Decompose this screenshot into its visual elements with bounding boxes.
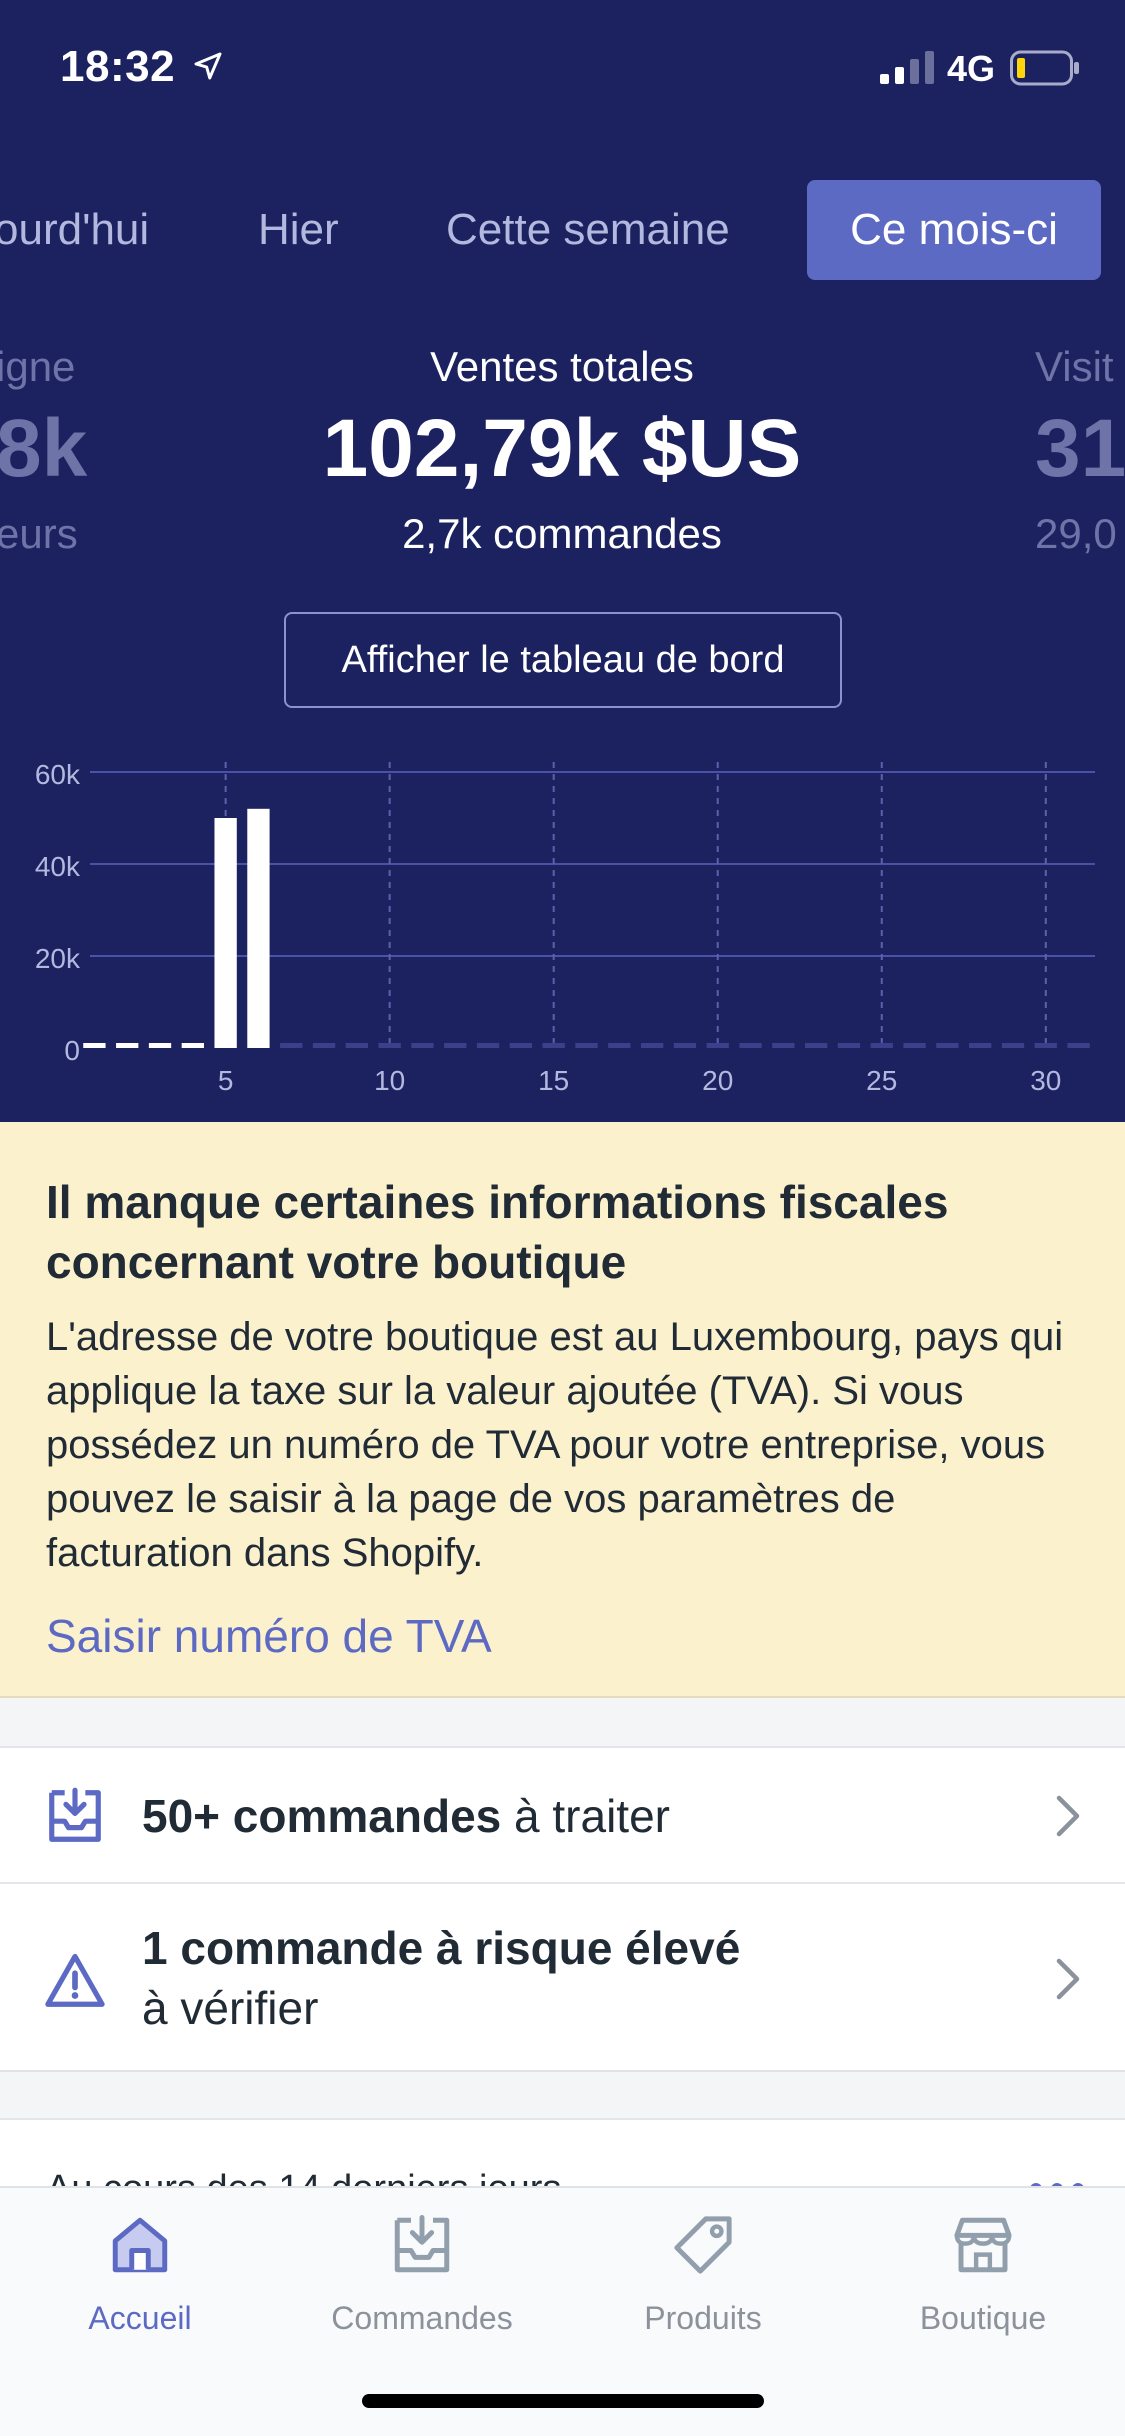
metric-label: igne bbox=[0, 343, 76, 390]
bar bbox=[706, 1043, 729, 1048]
bar bbox=[444, 1043, 467, 1048]
bar bbox=[181, 1043, 204, 1048]
network-type: 4G bbox=[947, 48, 996, 89]
bar bbox=[116, 1043, 139, 1048]
tasks-card: 50+ commandes à traiter 1 commande à ris… bbox=[0, 1746, 1125, 2072]
banner-body: L'adresse de votre boutique est au Luxem… bbox=[46, 1315, 1064, 1575]
bar bbox=[1034, 1043, 1057, 1048]
bar bbox=[837, 1043, 861, 1048]
task-row-orders-to-fulfill[interactable]: 50+ commandes à traiter bbox=[0, 1748, 1125, 1884]
tab-today[interactable]: ourd'hui bbox=[0, 205, 150, 254]
metric-subtext: eurs bbox=[0, 510, 78, 557]
task-label: 50+ commandes à traiter bbox=[142, 1790, 670, 1842]
metric-value: 31 bbox=[1035, 403, 1125, 494]
bar bbox=[608, 1043, 631, 1048]
chevron-right-icon bbox=[1056, 1795, 1080, 1837]
bar bbox=[739, 1043, 762, 1048]
warning-icon bbox=[45, 1953, 105, 2007]
tab-label: Accueil bbox=[88, 2300, 192, 2336]
bar bbox=[870, 1043, 893, 1048]
x-tick-label: 30 bbox=[1030, 1065, 1061, 1096]
tab-products[interactable]: Produits bbox=[563, 2212, 843, 2362]
bar bbox=[509, 1043, 533, 1048]
tab-label: Produits bbox=[644, 2300, 762, 2336]
orders-icon bbox=[394, 2215, 450, 2273]
x-tick-label: 15 bbox=[538, 1065, 569, 1096]
bar bbox=[476, 1043, 500, 1048]
bar bbox=[247, 808, 270, 1048]
y-tick-label: 20k bbox=[35, 943, 81, 974]
battery-icon bbox=[1010, 50, 1079, 86]
metric-subtext: 29,0 bbox=[1035, 510, 1117, 557]
cellular-signal-icon bbox=[880, 51, 934, 84]
x-tick-label: 25 bbox=[866, 1065, 897, 1096]
bar bbox=[1001, 1043, 1025, 1048]
home-icon bbox=[112, 2217, 168, 2273]
view-dashboard-button[interactable]: Afficher le tableau de bord bbox=[284, 612, 842, 708]
tab-this-month[interactable]: Ce mois-ci bbox=[807, 180, 1101, 280]
bar bbox=[411, 1043, 434, 1048]
inbox-download-icon bbox=[49, 1787, 101, 1842]
tab-this-week[interactable]: Cette semaine bbox=[446, 205, 730, 254]
tab-home[interactable]: Accueil bbox=[0, 2212, 280, 2362]
bar bbox=[1067, 1043, 1090, 1048]
x-tick-label: 5 bbox=[218, 1065, 234, 1096]
status-bar: 18:32 4G bbox=[0, 0, 1125, 140]
metric-subtext: 2,7k commandes bbox=[402, 510, 722, 557]
bar bbox=[148, 1043, 172, 1048]
bar bbox=[969, 1043, 992, 1048]
bar bbox=[542, 1043, 565, 1048]
task-label: 1 commande à risque élevé à vérifier bbox=[142, 1922, 741, 2034]
metric-card-left[interactable]: igne 8k eurs bbox=[0, 340, 87, 564]
task-row-high-risk-order[interactable]: 1 commande à risque élevé à vérifier bbox=[0, 1886, 1125, 2072]
bar bbox=[83, 1043, 106, 1048]
status-time: 18:32 bbox=[60, 42, 176, 91]
chevron-right-icon bbox=[1056, 1958, 1080, 2000]
tag-icon bbox=[674, 2216, 732, 2274]
x-tick-label: 20 bbox=[702, 1065, 733, 1096]
y-tick-label: 40k bbox=[35, 851, 81, 882]
sales-bar-chart: 0 20k 40k 60k 5 10 15 20 25 30 bbox=[35, 759, 1095, 1096]
bar bbox=[804, 1043, 828, 1048]
metric-card-visits[interactable]: Visit 31 29,0 bbox=[1035, 340, 1125, 564]
tab-store[interactable]: Boutique bbox=[843, 2212, 1123, 2362]
bar bbox=[936, 1043, 959, 1048]
bar bbox=[345, 1043, 369, 1048]
bar bbox=[214, 818, 237, 1048]
y-tick-label: 60k bbox=[35, 759, 81, 790]
analytics-header: 18:32 4G ourd'hui Hier Cette semaine Ce … bbox=[0, 0, 1125, 1122]
enter-vat-number-link[interactable]: Saisir numéro de TVA bbox=[46, 1610, 492, 1662]
bar bbox=[575, 1043, 598, 1048]
bar bbox=[378, 1043, 401, 1048]
bar bbox=[312, 1043, 336, 1048]
bar bbox=[640, 1043, 664, 1048]
date-range-tabs: ourd'hui Hier Cette semaine Ce mois-ci bbox=[0, 180, 1125, 280]
metric-label: Visit bbox=[1035, 343, 1114, 390]
banner-title: Il manque certaines informations fiscale… bbox=[46, 1176, 949, 1288]
metric-label: Ventes totales bbox=[430, 343, 694, 390]
store-icon bbox=[954, 2217, 1012, 2273]
location-arrow-icon bbox=[194, 52, 222, 80]
metric-value: 8k bbox=[0, 403, 88, 494]
tab-label: Boutique bbox=[919, 2300, 1047, 2336]
x-tick-label: 10 bbox=[374, 1065, 405, 1096]
y-tick-label: 0 bbox=[64, 1035, 80, 1066]
tax-info-banner: Il manque certaines informations fiscale… bbox=[0, 1122, 1125, 1698]
tab-orders[interactable]: Commandes bbox=[282, 2212, 562, 2362]
metric-value: 102,79k $US bbox=[322, 403, 802, 494]
tab-label: Commandes bbox=[331, 2300, 513, 2336]
tab-yesterday[interactable]: Hier bbox=[258, 205, 339, 254]
metric-card-total-sales[interactable]: Ventes totales 102,79k $US 2,7k commande… bbox=[262, 340, 862, 564]
bar bbox=[903, 1043, 926, 1048]
bar bbox=[280, 1043, 303, 1048]
bar bbox=[673, 1043, 697, 1048]
bar bbox=[772, 1043, 795, 1048]
home-indicator bbox=[362, 2394, 764, 2408]
